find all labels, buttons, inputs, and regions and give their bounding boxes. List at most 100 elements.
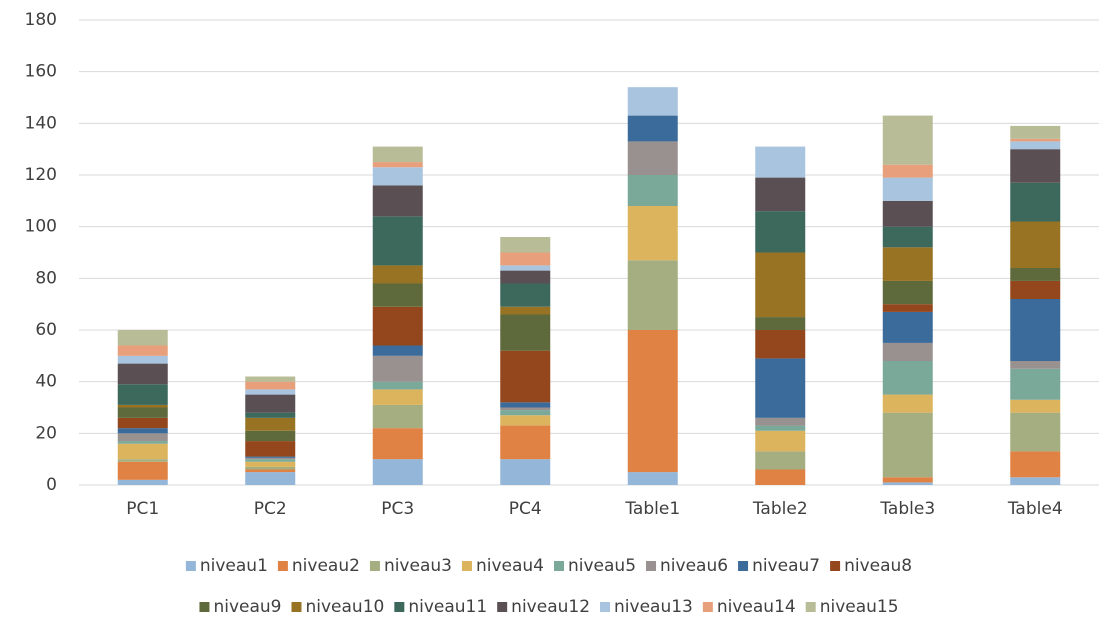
- bar-segment: [882, 226, 933, 248]
- bar-segment: [117, 407, 168, 418]
- bar-segment: [1010, 368, 1061, 400]
- x-tick-label: Table1: [624, 499, 680, 519]
- bar-segment: [245, 469, 296, 473]
- bar-segment: [245, 394, 296, 413]
- legend-label: niveau10: [305, 597, 384, 617]
- bar-segment: [245, 457, 296, 460]
- y-tick-label: 120: [25, 165, 57, 185]
- bar-segment: [1010, 451, 1061, 478]
- bar-segment: [372, 167, 423, 186]
- bar-segment: [117, 330, 168, 346]
- bar-segment: [500, 425, 551, 460]
- x-tick-label: PC1: [126, 499, 159, 519]
- bar-segment: [755, 430, 806, 452]
- y-tick-label: 0: [46, 475, 57, 495]
- bar-segment: [755, 451, 806, 470]
- y-tick-label: 100: [25, 217, 57, 237]
- legend-label: niveau15: [820, 597, 899, 617]
- bar-segment: [1010, 280, 1061, 299]
- legend-label: niveau3: [384, 556, 452, 576]
- y-tick-label: 140: [25, 113, 57, 133]
- bar-segment: [245, 461, 296, 467]
- bar-segment: [627, 115, 678, 142]
- bar-segment: [627, 141, 678, 175]
- legend-label: niveau6: [660, 556, 728, 576]
- y-tick-label: 160: [25, 62, 57, 82]
- bar-segment: [245, 417, 296, 431]
- bar-segment: [372, 283, 423, 307]
- bar-segment: [882, 304, 933, 312]
- bar-segment: [882, 311, 933, 343]
- legend-swatch: [369, 561, 380, 571]
- bar-segment: [627, 206, 678, 261]
- bar-segment: [117, 443, 168, 460]
- legend-label: niveau13: [614, 597, 693, 617]
- bar-segment: [500, 270, 551, 284]
- bar-segment: [117, 417, 168, 429]
- x-tick-label: PC3: [381, 499, 414, 519]
- x-tick-label: Table4: [1007, 499, 1063, 519]
- bar-segment: [500, 237, 551, 253]
- legend-label: niveau5: [568, 556, 636, 576]
- bar-segment: [500, 283, 551, 307]
- bar-segment: [245, 389, 296, 395]
- legend-swatch: [600, 602, 611, 612]
- legend-swatch: [805, 602, 816, 612]
- bar-segment: [627, 330, 678, 473]
- bar-segment: [882, 115, 933, 165]
- bar-segment: [755, 358, 806, 418]
- legend-swatch: [646, 561, 657, 571]
- bar-segment: [372, 428, 423, 460]
- bar-segment: [372, 381, 423, 390]
- bar-segment: [245, 441, 296, 457]
- bar-segment: [1010, 138, 1061, 142]
- y-tick-label: 60: [35, 320, 57, 340]
- bar-segment: [245, 412, 296, 418]
- bar-segment: [117, 404, 168, 408]
- bar-segment: [755, 330, 806, 359]
- x-tick-label: Table2: [752, 499, 808, 519]
- bar-segment: [1010, 149, 1061, 183]
- bar-segment: [627, 175, 678, 206]
- x-tick-label: PC2: [254, 499, 287, 519]
- bar-segment: [882, 342, 933, 361]
- bar-segment: [627, 87, 678, 116]
- y-tick-label: 20: [35, 423, 57, 443]
- bar-segment: [117, 433, 168, 442]
- bar-segment: [500, 459, 551, 485]
- bar-segment: [882, 247, 933, 281]
- legend-swatch: [291, 602, 302, 612]
- legend-label: niveau7: [752, 556, 820, 576]
- bar-segment: [1010, 182, 1061, 222]
- bar-segment: [755, 417, 806, 426]
- bar-segment: [500, 314, 551, 351]
- bar-segment: [882, 477, 933, 483]
- bar-segment: [627, 260, 678, 330]
- legend-swatch: [199, 602, 210, 612]
- bar-segment: [372, 216, 423, 266]
- bar-segment: [755, 146, 806, 178]
- legend-label: niveau2: [292, 556, 360, 576]
- bar-segment: [117, 461, 168, 480]
- bar-segment: [1010, 477, 1061, 485]
- bar-segment: [500, 407, 551, 411]
- legend-swatch: [185, 561, 196, 571]
- bar-segment: [372, 146, 423, 163]
- bar-segment: [500, 265, 551, 271]
- bar-segment: [755, 469, 806, 485]
- legend-swatch: [277, 561, 288, 571]
- bar-segment: [882, 361, 933, 395]
- bar-segment: [372, 459, 423, 485]
- bar-segment: [245, 459, 296, 462]
- bar-segment: [500, 350, 551, 403]
- bar-segment: [500, 402, 551, 408]
- legend-label: niveau12: [511, 597, 590, 617]
- bar-segment: [372, 185, 423, 217]
- x-tick-label: PC4: [509, 499, 542, 519]
- bar-segment: [117, 479, 168, 485]
- bar-segment: [1010, 361, 1061, 369]
- legend-swatch: [702, 602, 713, 612]
- legend-label: niveau14: [717, 597, 796, 617]
- bar-segment: [882, 412, 933, 478]
